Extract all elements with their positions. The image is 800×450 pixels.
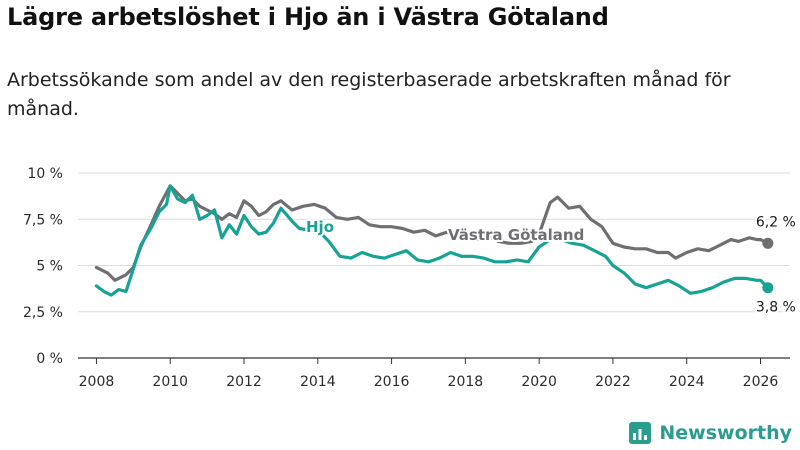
x-tick-label: 2008 xyxy=(79,374,115,390)
x-tick-label: 2020 xyxy=(521,374,557,390)
end-value-vastra-gotaland: 6,2 % xyxy=(756,214,796,230)
x-tick-label: 2018 xyxy=(448,374,484,390)
y-tick-label: 2,5 % xyxy=(23,305,63,321)
chart-subtitle: Arbetssökande som andel av den registerb… xyxy=(7,69,731,120)
end-point-hjo xyxy=(762,282,774,294)
series-line-hjo xyxy=(94,184,770,297)
x-tick-label: 2016 xyxy=(374,374,410,390)
series-label-vastra-gotaland: Västra Götaland xyxy=(448,226,584,244)
series-label-hjo: Hjo xyxy=(306,218,334,236)
grid-layer xyxy=(78,172,790,313)
brand-name: Newsworthy xyxy=(659,422,792,444)
x-tick-label: 2012 xyxy=(226,374,262,390)
x-tick-label: 2024 xyxy=(669,374,705,390)
y-tick-label: 0 % xyxy=(36,351,63,367)
end-value-hjo: 3,8 % xyxy=(756,300,796,316)
series-line-västra-götaland xyxy=(94,184,770,282)
y-tick-label: 10 % xyxy=(27,166,63,182)
series-layer xyxy=(94,184,774,297)
end-point-västra-götaland xyxy=(762,237,774,249)
y-tick-label: 5 % xyxy=(36,259,63,275)
x-tick-label: 2010 xyxy=(152,374,188,390)
x-axis: 2008 2010 2012 2014 2016 2018 2020 2022 2024 2026 xyxy=(78,357,790,390)
bar-chart-logo-icon xyxy=(629,422,652,444)
x-tick-label: 2022 xyxy=(595,374,631,390)
series-labels: Västra Götaland Hjo 6,2 % 3,8 % xyxy=(304,212,798,317)
x-tick-label: 2026 xyxy=(743,374,779,390)
y-tick-label: 7,5 % xyxy=(23,212,63,228)
newsworthy-brand[interactable]: Newsworthy xyxy=(629,422,792,444)
x-tick-label: 2014 xyxy=(300,374,336,390)
chart-title: Lägre arbetslöshet i Hjo än i Västra Göt… xyxy=(7,3,609,31)
y-axis-tick-labels: 0 % 2,5 % 5 % 7,5 % 10 % xyxy=(23,166,63,367)
